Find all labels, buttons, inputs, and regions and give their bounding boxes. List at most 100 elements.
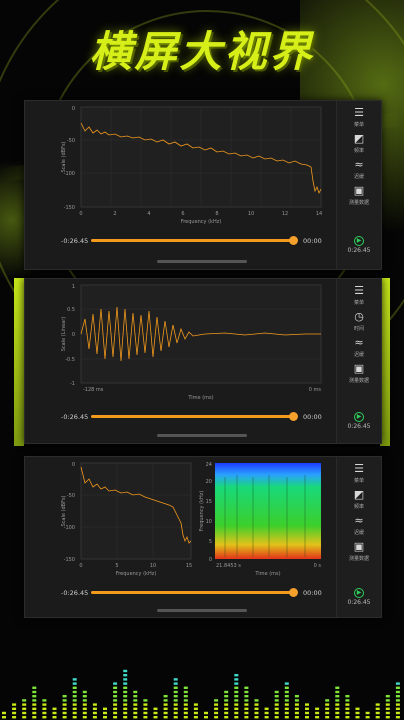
eq-segment xyxy=(22,711,27,715)
eq-segment xyxy=(294,703,299,706)
measure-button[interactable]: ▣ 测量数据 xyxy=(337,185,381,207)
eq-segment xyxy=(385,707,390,710)
spec-y-tick: 24 xyxy=(206,462,212,468)
eq-segment xyxy=(123,686,128,689)
eq-segment xyxy=(123,711,128,715)
eq-segment xyxy=(274,695,279,698)
eq-segment xyxy=(325,711,330,715)
eq-segment xyxy=(123,669,128,673)
eq-segment xyxy=(173,690,178,694)
frequency-button[interactable]: ◩ 频率 xyxy=(337,488,381,511)
trend-icon: ≈ xyxy=(354,514,364,527)
menu-button[interactable]: ☰ 菜单 xyxy=(337,107,381,129)
eq-segment xyxy=(385,703,390,706)
eq-segment xyxy=(143,711,148,715)
y-tick: -100 xyxy=(64,525,75,531)
spec-y-axis-label: Frequency (kHz) xyxy=(199,491,205,532)
eq-segment xyxy=(335,711,340,715)
slider-knob[interactable] xyxy=(289,236,298,245)
eq-segment xyxy=(375,707,380,710)
bypass-icon: ◩ xyxy=(353,488,365,501)
eq-segment xyxy=(224,716,229,719)
playback-slider[interactable] xyxy=(91,239,293,242)
eq-segment xyxy=(315,716,320,719)
eq-segment xyxy=(234,703,239,706)
timer-button[interactable]: ◷ 时间 xyxy=(337,311,381,333)
eq-segment xyxy=(72,703,77,706)
x-tick: 2 xyxy=(113,211,116,217)
menu-button[interactable]: ☰ 菜单 xyxy=(337,285,381,307)
slow-button[interactable]: ≈ 迟缓 xyxy=(337,159,381,181)
spectrum-chart: 0 -50 -100 -150 0 2 4 6 8 10 12 14 Frequ… xyxy=(61,106,322,225)
eq-segment xyxy=(395,695,400,698)
play-button[interactable]: ▶ 0:26.45 xyxy=(347,236,371,254)
eq-segment xyxy=(325,699,330,702)
bypass-icon: ◩ xyxy=(353,132,365,145)
eq-segment xyxy=(173,682,178,685)
waveform-panel: 1 0.5 0 -0.5 -1 -128 ms 0 ms Time (ms) S… xyxy=(24,278,382,444)
slow-button[interactable]: ≈ 迟缓 xyxy=(337,337,381,359)
eq-segment xyxy=(153,711,158,715)
x-tick: 6 xyxy=(181,211,184,217)
eq-segment xyxy=(123,716,128,719)
eq-segment xyxy=(224,690,229,694)
eq-segment xyxy=(224,707,229,710)
eq-segment xyxy=(325,707,330,710)
slow-button[interactable]: ≈ 迟缓 xyxy=(337,514,381,537)
spec-y-tick: 0 xyxy=(209,557,212,563)
eq-segment xyxy=(2,711,6,715)
x-tick: 8 xyxy=(215,211,218,217)
eq-segment xyxy=(72,682,77,685)
eq-segment xyxy=(163,711,168,715)
y-tick: 0 xyxy=(72,462,75,468)
drag-handle[interactable] xyxy=(157,434,247,437)
eq-segment xyxy=(52,707,57,710)
eq-segment xyxy=(335,695,340,698)
eq-segment xyxy=(133,716,138,719)
x-axis-label: Frequency (kHz) xyxy=(181,219,222,225)
remaining-time: 00:00 xyxy=(303,413,322,421)
eq-segment xyxy=(204,711,208,715)
frequency-button[interactable]: ◩ 频率 xyxy=(337,132,381,155)
slider-knob[interactable] xyxy=(289,412,298,421)
eq-segment xyxy=(72,716,77,719)
slider-knob[interactable] xyxy=(289,588,298,597)
measure-button[interactable]: ▣ 测量数据 xyxy=(337,363,381,385)
play-button[interactable]: ▶ 0:26.45 xyxy=(347,588,371,606)
eq-segment xyxy=(214,699,219,702)
eq-segment xyxy=(355,711,360,715)
eq-segment xyxy=(315,707,320,710)
eq-segment xyxy=(52,711,57,715)
x-tick: 4 xyxy=(147,211,150,217)
eq-segment xyxy=(395,690,400,694)
eq-segment xyxy=(72,695,77,698)
record-icon: ▣ xyxy=(353,540,365,553)
eq-segment xyxy=(254,716,259,719)
elapsed-time: -0:26.45 xyxy=(61,413,89,421)
eq-segment xyxy=(133,703,138,706)
play-button[interactable]: ▶ 0:26.45 xyxy=(347,412,371,430)
y-tick: -150 xyxy=(64,205,75,211)
eq-segment xyxy=(22,699,27,702)
measure-button[interactable]: ▣ 测量数据 xyxy=(337,540,381,563)
x-tick: 14 xyxy=(316,211,322,217)
playback-slider[interactable] xyxy=(91,415,293,418)
eq-segment xyxy=(305,711,309,715)
eq-segment xyxy=(32,703,37,706)
eq-segment xyxy=(244,690,249,694)
x-tick: 0 ms xyxy=(309,387,322,393)
playback-slider[interactable] xyxy=(91,591,293,594)
eq-segment xyxy=(224,699,229,702)
x-tick: 10 xyxy=(248,211,254,217)
eq-segment xyxy=(274,716,279,719)
eq-segment xyxy=(395,711,400,715)
spectrogram xyxy=(215,463,321,559)
eq-segment xyxy=(355,716,360,719)
menu-button[interactable]: ☰ 菜单 xyxy=(337,463,381,485)
eq-segment xyxy=(173,703,178,706)
drag-handle[interactable] xyxy=(157,260,247,263)
spec-x-tick: 21.8453 s xyxy=(216,563,241,569)
remaining-time: 00:00 xyxy=(303,589,322,597)
drag-handle[interactable] xyxy=(157,609,247,612)
eq-segment xyxy=(264,716,269,719)
